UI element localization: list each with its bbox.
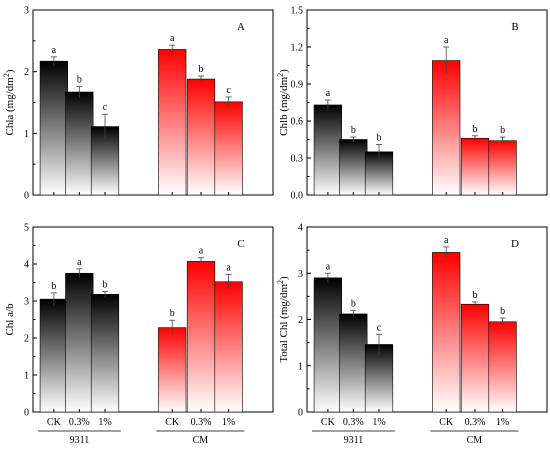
chart-panel-c: 0 1 2 3 4 5 Chl a/b Cb CK a 0.3% b 1% b CK a 0.3% a 1% 9311… (4, 223, 274, 446)
bar-9311-0 (313, 277, 342, 413)
y-tick-label: 5 (24, 223, 29, 234)
significance-letter: b (170, 308, 175, 319)
x-category-label: 1% (372, 417, 385, 428)
y-tick-label: 0.6 (291, 117, 304, 128)
bar-cm-1 (460, 303, 490, 413)
chart-panel-a: 0 1 2 3 Chla (mg/dm2) Aa b c a b c (2, 6, 274, 202)
x-category-label: 0.3% (69, 417, 90, 428)
bar-cm-0 (158, 49, 187, 196)
x-category-label: 1% (496, 417, 509, 428)
significance-letter: b (377, 132, 382, 143)
significance-letter: a (326, 88, 331, 99)
significance-letter: a (326, 261, 331, 272)
y-axis-label: Total Chl (mg/dm2) (276, 276, 291, 363)
panel-label: A (237, 21, 245, 33)
bar-9311-0 (313, 104, 342, 196)
bar-9311-1 (65, 91, 94, 196)
significance-letter: a (226, 262, 231, 273)
significance-letter: c (103, 102, 108, 113)
y-tick-label: 0 (298, 408, 303, 419)
significance-letter: b (51, 281, 56, 292)
significance-letter: b (351, 298, 356, 309)
bar-9311-2 (90, 294, 120, 413)
y-tick-label: 3 (298, 269, 303, 280)
y-tick-label: 2 (24, 67, 29, 78)
y-tick-label: 3 (24, 297, 29, 308)
bar-cm-2 (488, 321, 517, 413)
group-label: CM (193, 435, 209, 446)
y-tick-label: 1.2 (291, 43, 304, 54)
bar-9311-0 (39, 60, 68, 196)
y-tick-label: 0.9 (291, 80, 304, 91)
bar-cm-2 (214, 281, 243, 413)
x-category-label: 1% (98, 417, 111, 428)
bar-9311-1 (339, 139, 368, 196)
bar-cm-2 (488, 140, 517, 196)
bar-9311-0 (39, 298, 68, 413)
x-category-label: 0.3% (343, 417, 364, 428)
bar-cm-0 (158, 327, 187, 413)
significance-letter: b (351, 125, 356, 136)
significance-letter: b (199, 64, 204, 75)
y-tick-label: 0.3 (291, 154, 304, 165)
significance-letter: b (473, 124, 478, 135)
panel-label: D (511, 238, 519, 250)
bar-cm-1 (186, 261, 216, 413)
x-category-label: CK (321, 417, 336, 428)
x-category-label: CK (439, 417, 454, 428)
significance-letter: c (226, 85, 231, 96)
significance-letter: a (444, 35, 449, 46)
x-category-label: 0.3% (465, 417, 486, 428)
x-category-label: 0.3% (191, 417, 212, 428)
y-axis-label: Chla (mg/dm2) (2, 69, 17, 135)
significance-letter: a (444, 235, 449, 246)
bar-cm-0 (432, 60, 461, 196)
significance-letter: b (473, 290, 478, 301)
significance-letter: b (500, 306, 505, 317)
panel-label: B (511, 21, 518, 33)
y-tick-label: 2 (24, 334, 29, 345)
x-category-label: CK (165, 417, 180, 428)
y-axis-label: Chlb (mg/dm2) (276, 69, 291, 136)
panel-label: C (237, 238, 244, 250)
bar-cm-0 (432, 252, 461, 413)
significance-letter: a (77, 257, 82, 268)
group-label: CM (467, 435, 483, 446)
bar-cm-1 (460, 137, 490, 196)
significance-letter: b (77, 74, 82, 85)
y-tick-label: 0.0 (291, 191, 304, 202)
x-category-label: 1% (222, 417, 235, 428)
significance-letter: c (377, 322, 382, 333)
y-tick-label: 4 (24, 260, 29, 271)
significance-letter: a (199, 246, 204, 257)
y-tick-label: 1.5 (291, 6, 304, 17)
bar-cm-2 (214, 101, 243, 196)
bar-9311-1 (339, 313, 368, 413)
x-category-label: CK (47, 417, 62, 428)
significance-letter: b (500, 125, 505, 136)
group-label: 9311 (70, 435, 90, 446)
chart-panel-d: 0 1 2 3 4 Total Chl (mg/dm2) Da CK b 0.3% c 1% a CK b 0… (276, 223, 548, 446)
significance-letter: a (52, 45, 57, 56)
y-tick-label: 2 (298, 315, 303, 326)
group-label: 9311 (344, 435, 364, 446)
bar-9311-2 (364, 344, 394, 413)
chart-panel-b: 0.0 0.3 0.6 0.9 1.2 1.5 Chlb (mg/dm2) Ba b b a b b (276, 6, 548, 202)
y-tick-label: 1 (24, 129, 29, 140)
y-tick-label: 1 (298, 361, 303, 372)
y-tick-label: 0 (24, 408, 29, 419)
bar-cm-1 (186, 78, 216, 196)
y-tick-label: 1 (24, 371, 29, 382)
bar-9311-1 (65, 272, 94, 413)
significance-letter: b (103, 279, 108, 290)
y-tick-label: 0 (24, 191, 29, 202)
y-tick-label: 4 (298, 223, 303, 234)
y-tick-label: 3 (24, 6, 29, 17)
y-axis-label: Chl a/b (4, 303, 16, 336)
significance-letter: a (170, 33, 175, 44)
